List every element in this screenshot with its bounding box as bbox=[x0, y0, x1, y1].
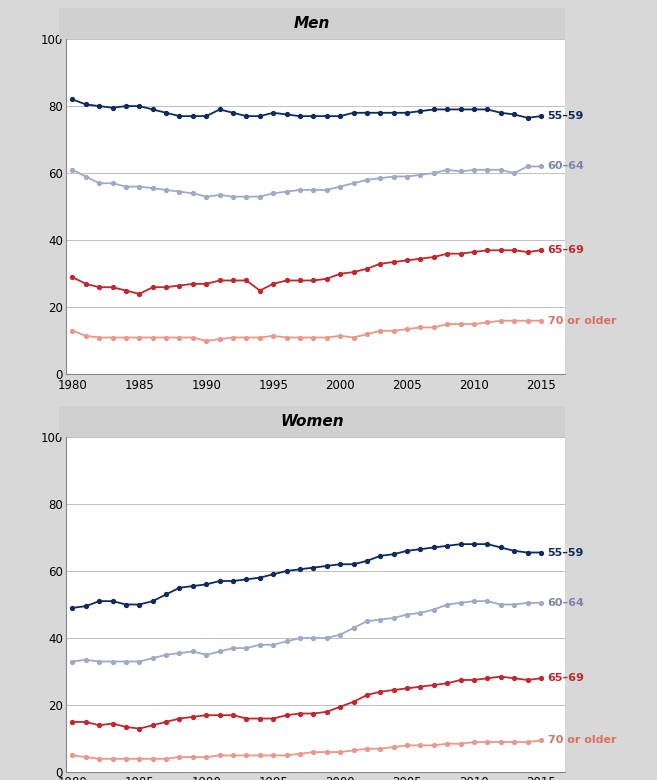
Text: 65–69: 65–69 bbox=[548, 245, 585, 255]
Text: 70 or older: 70 or older bbox=[548, 316, 616, 326]
Text: 60–64: 60–64 bbox=[548, 597, 585, 608]
Text: 55–59: 55–59 bbox=[548, 111, 584, 121]
Text: Percent: Percent bbox=[66, 420, 110, 434]
Text: 70 or older: 70 or older bbox=[548, 736, 616, 746]
Text: 65–69: 65–69 bbox=[548, 673, 585, 683]
Text: Women: Women bbox=[281, 413, 344, 429]
Text: 55–59: 55–59 bbox=[548, 548, 584, 558]
Text: Men: Men bbox=[294, 16, 330, 31]
Text: Percent: Percent bbox=[66, 23, 110, 36]
Text: 60–64: 60–64 bbox=[548, 161, 585, 172]
